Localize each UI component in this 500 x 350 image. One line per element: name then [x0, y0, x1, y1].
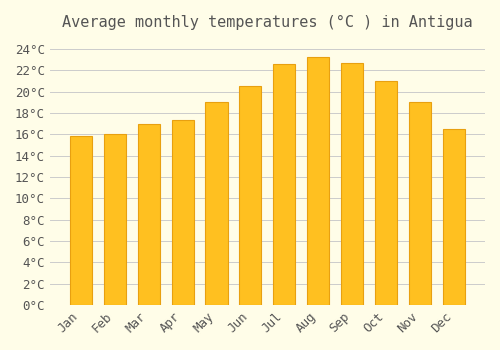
Bar [70, 136, 92, 305]
Bar [240, 86, 262, 305]
Bar [375, 81, 398, 305]
Bar [443, 129, 465, 305]
Bar [104, 134, 126, 305]
Title: Average monthly temperatures (°C ) in Antigua: Average monthly temperatures (°C ) in An… [62, 15, 472, 30]
Bar [409, 102, 432, 305]
Bar [342, 63, 363, 305]
Bar [172, 120, 194, 305]
Bar [206, 102, 228, 305]
Bar [274, 64, 295, 305]
Bar [138, 124, 160, 305]
Bar [308, 57, 330, 305]
